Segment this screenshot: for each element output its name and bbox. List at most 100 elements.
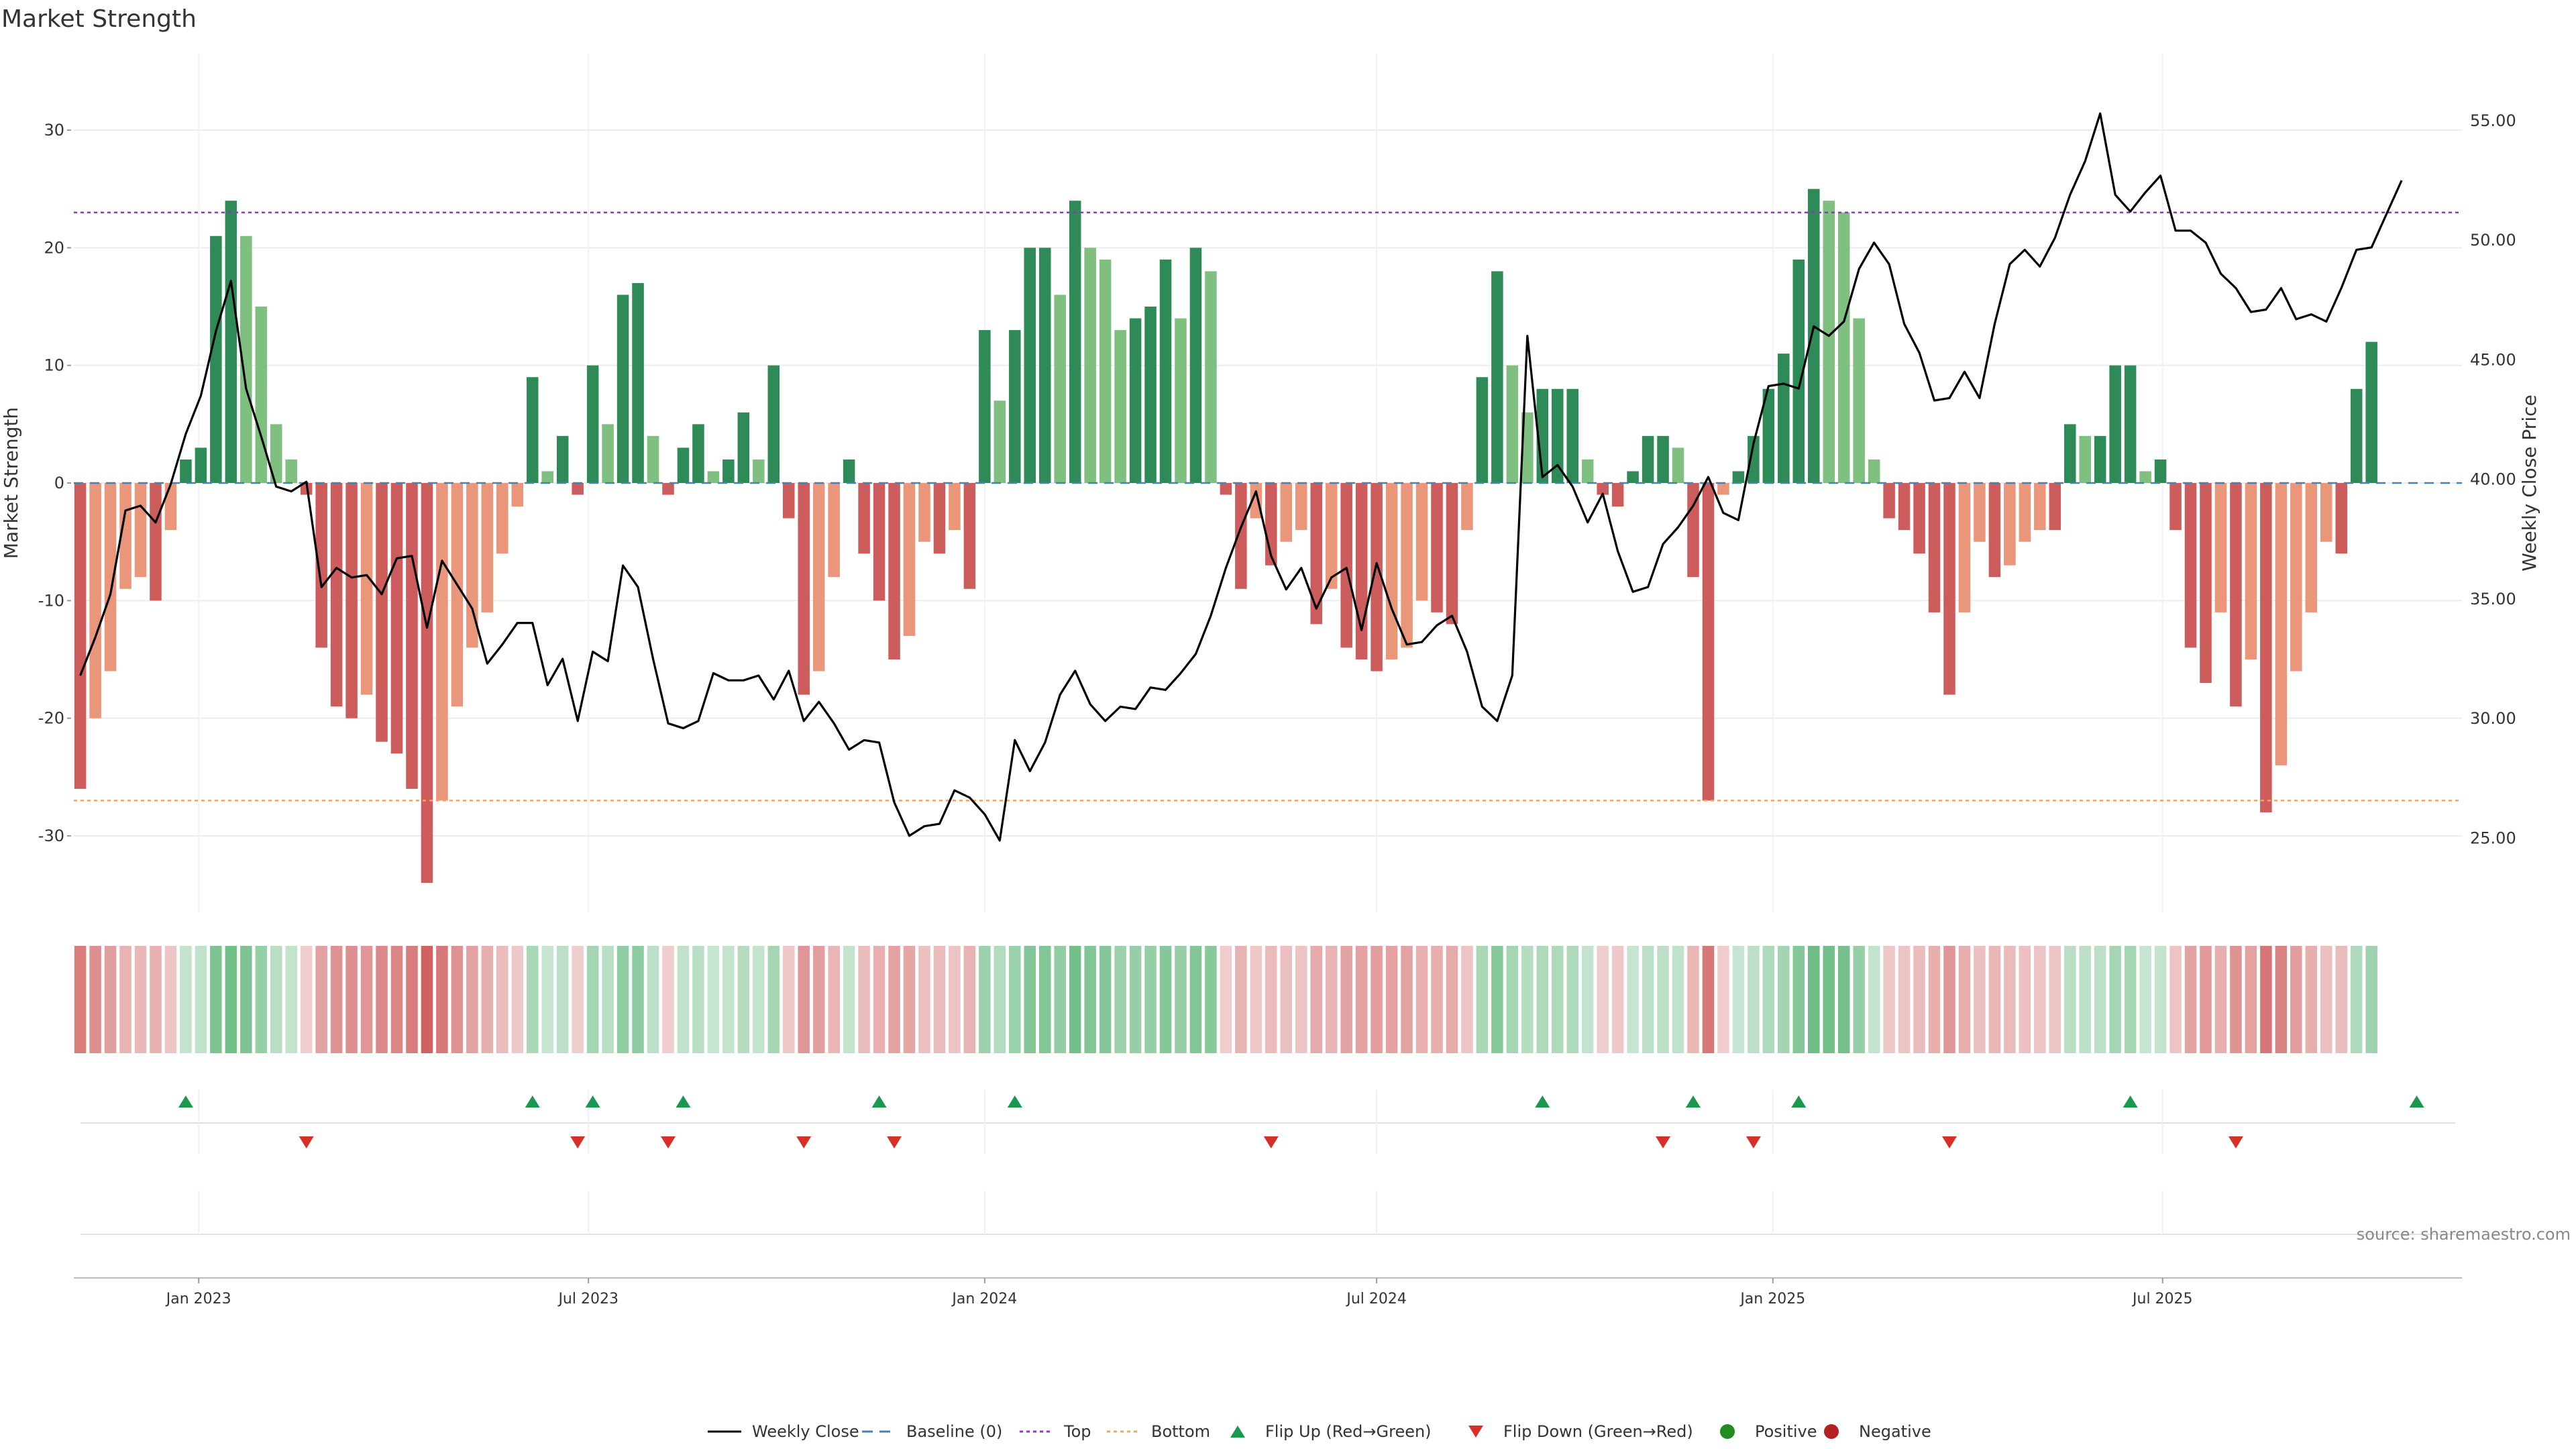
heat-cell [180,946,192,1053]
strength-bar [707,471,720,483]
heat-cell [1295,946,1307,1053]
heat-cell [1581,946,1594,1053]
heat-cell [210,946,222,1053]
flip-up-marker [1535,1095,1550,1108]
strength-bar [1250,483,1263,519]
heat-cell [1476,946,1489,1053]
strength-bar [1762,388,1775,483]
y-tick-label: 0 [54,474,64,492]
flip-up-marker [1791,1095,1807,1108]
y-tick-label: -20 [38,709,64,728]
heat-cell [1325,946,1338,1053]
chart-title: Market Strength [1,5,197,33]
strength-bar [2365,341,2377,483]
strength-bar [1340,483,1352,648]
strength-bar [390,483,403,754]
heat-cell [1642,946,1654,1053]
strength-bar [1325,483,1338,589]
heat-cell [692,946,704,1053]
heat-cell [1250,946,1263,1053]
heat-cell [1280,946,1293,1053]
legend-label-negative: Negative [1859,1422,1931,1441]
heat-cell [1385,946,1398,1053]
left-y-axis: -30 -20 -10 0 10 20 30 [38,121,71,845]
strength-bar [1220,483,1232,495]
strength-bar [1476,377,1489,483]
strength-bar [2245,483,2257,660]
strength-bar [616,294,629,483]
heat-cell [1099,946,1112,1053]
strength-bar [798,483,810,695]
strength-bar [2154,459,2167,483]
heat-cell [2365,946,2377,1053]
flip-down-marker [887,1136,902,1148]
strength-bar [270,424,282,483]
heat-cell [1506,946,1519,1053]
strength-bar [1958,483,1971,612]
heat-cell [1597,946,1609,1053]
strength-bar [1778,354,1790,483]
heat-cell [496,946,508,1053]
strength-bar [1446,483,1458,625]
heat-cell [979,946,991,1053]
heat-cell [1823,946,1835,1053]
strength-bar [647,435,659,483]
strength-bar [1566,388,1578,483]
heat-cell [1988,946,2001,1053]
strength-bar [722,459,735,483]
heat-cell [1175,946,1187,1053]
heat-cell [1536,946,1549,1053]
heat-cell [1762,946,1775,1053]
heat-cell [195,946,207,1053]
strength-bar [2034,483,2046,531]
strength-bar [1009,330,1021,483]
strength-bar [1717,483,1729,495]
strength-bar [315,483,327,648]
heat-cell [1672,946,1684,1053]
strength-bar [1551,388,1564,483]
heat-cell [1837,946,1850,1053]
strength-bar [918,483,930,542]
heat-cell [1657,946,1669,1053]
strength-bar [1159,259,1172,483]
strength-bar [2049,483,2061,531]
heat-cell [572,946,584,1053]
heat-cell [918,946,930,1053]
heat-cell [1566,946,1578,1053]
heat-cell [1868,946,1880,1053]
heat-cell [1446,946,1458,1053]
heat-cell [345,946,358,1053]
strength-bar [2124,365,2137,483]
heat-cell [2200,946,2212,1053]
heat-cell [1898,946,1911,1053]
heat-cell [2230,946,2242,1053]
heat-cell [963,946,976,1053]
heat-cell [722,946,735,1053]
flip-down-marker [1263,1136,1279,1148]
heat-cell [1521,946,1534,1053]
strength-bar [1461,483,1473,531]
strength-bar [225,201,237,483]
strength-bar [1295,483,1307,531]
heat-cell [255,946,268,1053]
right-y-axis: 25.00 30.00 35.00 40.00 45.00 50.00 55.00 [2470,111,2516,848]
strength-bar [2139,471,2151,483]
legend-swatch-positive [1720,1424,1735,1439]
y2-tick-label: 45.00 [2470,350,2516,369]
strength-bar [210,235,222,483]
flip-down-marker [660,1136,676,1148]
heat-cell [1913,946,1925,1053]
strength-bar [2290,483,2302,672]
heat-cell [1144,946,1157,1053]
heat-cell [2320,946,2332,1053]
strength-bar [2275,483,2288,765]
heat-cell [662,946,674,1053]
heat-cell [1265,946,1277,1053]
strength-bar [1974,483,1986,542]
strength-bar [89,483,101,718]
heat-cell [888,946,900,1053]
heat-cell [1054,946,1066,1053]
heat-cell [1943,946,1955,1053]
strength-bar [104,483,117,672]
